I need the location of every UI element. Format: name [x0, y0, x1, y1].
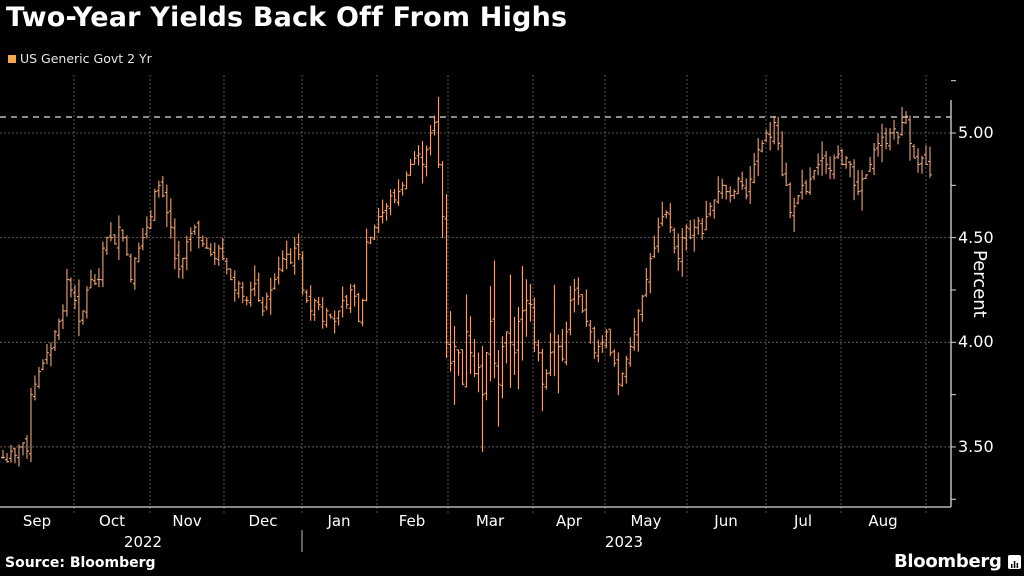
x-tick-label: Oct	[99, 512, 125, 530]
bloomberg-logo: Bloomberg	[894, 551, 1021, 572]
x-tick-label: Jan	[327, 512, 351, 530]
source-note: Source: Bloomberg	[5, 555, 156, 571]
year-label-2023: 2023	[604, 533, 644, 551]
y-tick-label: 4.00	[958, 332, 994, 352]
y-tick-label: 4.50	[958, 227, 994, 247]
bloomberg-chart-icon	[1007, 554, 1021, 569]
x-tick-label: Jun	[714, 512, 738, 530]
x-tick-label: Apr	[556, 512, 582, 530]
legend-label: US Generic Govt 2 Yr	[20, 51, 152, 66]
x-tick-label: Mar	[475, 512, 505, 530]
x-tick-label: Nov	[172, 512, 202, 530]
x-tick-label: May	[630, 512, 662, 530]
year-label-2022: 2022	[123, 533, 163, 551]
x-tick-label: Jul	[793, 512, 813, 530]
chart-title: Two-Year Yields Back Off From Highs	[6, 2, 568, 33]
ohlc-bars	[1, 96, 932, 467]
x-tick-label: Aug	[868, 512, 898, 530]
x-tick-label: Feb	[398, 512, 426, 530]
y-tick-label: 5.00	[958, 123, 994, 142]
x-tick-label: Dec	[248, 512, 278, 530]
brand-text: Bloomberg	[894, 551, 1002, 572]
y-tick-label: 3.50	[958, 436, 994, 456]
x-tick-label: Sep	[22, 512, 52, 530]
axes	[0, 80, 956, 508]
legend-swatch-icon	[8, 54, 16, 63]
legend: US Generic Govt 2 Yr	[8, 51, 152, 66]
